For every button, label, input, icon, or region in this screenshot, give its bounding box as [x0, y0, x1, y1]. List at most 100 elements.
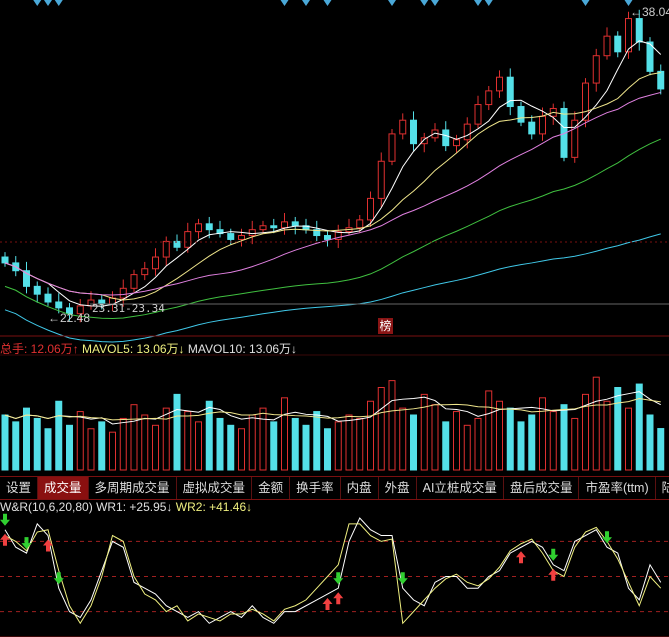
- candle-up: [625, 18, 632, 53]
- candle-up: [474, 104, 482, 125]
- tab-turnover[interactable]: 换手率: [290, 477, 341, 499]
- volume-bar: [302, 424, 310, 471]
- candle-down: [44, 293, 52, 303]
- low-price-value: 22.48: [60, 311, 91, 325]
- mavol5-label: MAVOL5: 13.06万↓: [82, 342, 185, 356]
- sell-arrow-icon: [21, 537, 32, 550]
- tab-volume[interactable]: 成交量: [38, 477, 89, 499]
- candle-down: [410, 119, 417, 145]
- volume-bar: [141, 414, 149, 471]
- volume-bar: [431, 404, 439, 471]
- signal-diamond-icon: [302, 0, 310, 6]
- candle-up: [571, 119, 579, 158]
- volume-bar: [1, 414, 9, 471]
- volume-bar: [635, 383, 643, 471]
- low-price-label: ←22.48: [48, 311, 91, 325]
- volume-legend: 总手: 12.06万↑ MAVOL5: 13.06万↓ MAVOL10: 13.…: [0, 340, 297, 357]
- rank-badge[interactable]: 榜: [378, 318, 393, 334]
- signal-diamond-icon: [44, 0, 52, 6]
- candle-up: [603, 35, 611, 57]
- volume-bar: [281, 397, 288, 471]
- tab-outer-volume[interactable]: 外盘: [379, 477, 417, 499]
- buy-arrow-icon: [43, 539, 53, 552]
- wr-panel: [0, 513, 669, 625]
- candle-down: [614, 35, 622, 53]
- buy-arrow-icon: [0, 533, 10, 546]
- volume-bar: [259, 407, 267, 471]
- tab-pe-ttm[interactable]: 市盈率(ttm): [579, 477, 656, 499]
- wr-legend: W&R(10,6,20,80) WR1: +25.95↓ WR2: +41.46…: [0, 500, 252, 514]
- signal-diamond-icon: [33, 0, 42, 6]
- candle-down: [173, 240, 181, 248]
- candle-up: [248, 229, 256, 237]
- tab-inner-volume[interactable]: 内盘: [341, 477, 379, 499]
- volume-bar: [367, 400, 374, 471]
- candle-up: [463, 123, 471, 141]
- signal-diamond-icon: [624, 0, 633, 6]
- volume-bar: [162, 407, 170, 471]
- tab-ai-volume[interactable]: AI立桩成交量: [417, 477, 504, 499]
- volume-bar: [324, 428, 331, 471]
- tab-after-hours-volume[interactable]: 盘后成交量: [504, 477, 580, 499]
- tab-amount[interactable]: 金额: [252, 477, 291, 499]
- buy-arrow-icon: [516, 551, 526, 564]
- volume-bar: [66, 424, 73, 471]
- volume-bar: [98, 421, 106, 471]
- buy-arrow-icon: [322, 598, 333, 611]
- volume-bar: [195, 421, 202, 471]
- wr-title: W&R(10,6,20,80): [0, 500, 93, 514]
- candle-up: [453, 139, 460, 147]
- candle-up: [367, 197, 374, 221]
- volume-bar: [152, 424, 159, 471]
- tab-northbound[interactable]: 陆股: [656, 477, 669, 499]
- high-price-label: ←38.04: [630, 5, 669, 19]
- candle-down: [55, 301, 63, 309]
- candle-up: [162, 240, 170, 258]
- volume-bar: [560, 404, 568, 471]
- tab-settings[interactable]: 设置: [0, 477, 39, 499]
- ma20-line: [4, 91, 661, 296]
- candle-up: [195, 223, 202, 233]
- volume-bar: [291, 417, 299, 471]
- candle-down: [442, 129, 450, 147]
- candle-up: [388, 133, 396, 162]
- volume-bar: [571, 417, 579, 471]
- candle-up: [334, 231, 342, 240]
- volume-bar: [485, 390, 493, 471]
- volume-bar: [517, 421, 525, 471]
- ma5-line: [4, 40, 662, 307]
- ma30-line: [4, 138, 661, 320]
- sell-arrow-icon: [53, 572, 64, 585]
- total-hands-label: 总手: 12.06万↑: [0, 342, 79, 356]
- volume-bar: [205, 400, 213, 471]
- candle-up: [539, 115, 546, 135]
- volume-bar: [474, 417, 482, 471]
- volume-bar: [33, 417, 41, 471]
- sell-arrow-icon: [0, 513, 10, 526]
- volume-bar: [603, 400, 611, 471]
- wr2-line: [4, 523, 662, 625]
- candle-down: [646, 41, 654, 72]
- ma60-line: [4, 233, 661, 343]
- signal-diamond-icon: [431, 0, 439, 6]
- volume-bar: [549, 411, 557, 471]
- volume-bar: [12, 421, 20, 471]
- volume-bar: [130, 404, 138, 471]
- candle-up: [356, 219, 364, 229]
- tab-multi-period-volume[interactable]: 多周期成交量: [89, 477, 177, 499]
- volume-bar: [216, 417, 224, 471]
- candle-down: [270, 225, 278, 229]
- candle-down: [227, 233, 235, 240]
- candle-up: [238, 235, 245, 240]
- volume-bar: [592, 376, 600, 471]
- volume-bar: [614, 387, 622, 471]
- tab-virtual-volume[interactable]: 虚拟成交量: [177, 477, 253, 499]
- volume-bar: [582, 393, 589, 471]
- signal-diamond-icon: [484, 0, 493, 6]
- sell-arrow-icon: [333, 572, 344, 585]
- volume-bar: [528, 414, 536, 471]
- candle-down: [1, 256, 9, 264]
- candle-up: [377, 160, 385, 199]
- candle-up: [485, 90, 493, 106]
